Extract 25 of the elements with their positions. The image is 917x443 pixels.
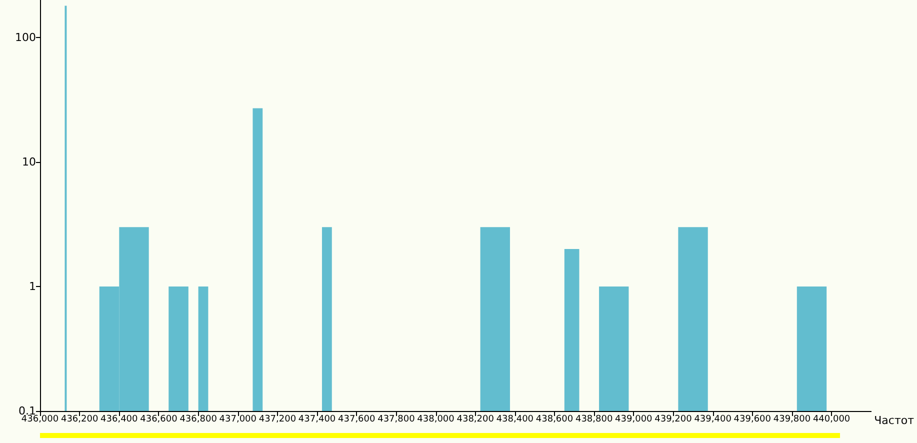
x-tick-label: 437,800	[378, 414, 416, 424]
x-tick-label: 438,200	[456, 414, 494, 424]
x-tick-label: 437,600	[338, 414, 376, 424]
x-tick-label: 439,000	[615, 414, 653, 424]
x-tick-label: 436,200	[60, 414, 98, 424]
x-tick-label: 438,000	[417, 414, 455, 424]
x-tick-label: 439,200	[654, 414, 692, 424]
x-tick-label: 436,600	[140, 414, 178, 424]
x-tick-label: 440,000	[812, 414, 850, 424]
x-axis-title: Частот	[874, 414, 915, 427]
x-tick-label: 437,000	[219, 414, 257, 424]
x-tick-label: 436,800	[180, 414, 218, 424]
x-tick-label: 436,400	[100, 414, 138, 424]
y-tick-label: 10	[22, 155, 36, 168]
x-tick-label: 439,600	[734, 414, 772, 424]
y-tick-label: 100	[15, 30, 36, 44]
y-tick-label: 1	[29, 280, 36, 293]
x-tick-label: 436,000	[21, 414, 59, 424]
x-tick-label: 437,400	[298, 414, 336, 424]
x-tick-label: 437,200	[258, 414, 296, 424]
x-tick-label: 438,400	[496, 414, 534, 424]
x-tick-label: 439,400	[694, 414, 732, 424]
x-tick-label: 439,800	[773, 414, 811, 424]
x-tick-label: 438,600	[536, 414, 574, 424]
x-tick-label: 438,800	[575, 414, 613, 424]
